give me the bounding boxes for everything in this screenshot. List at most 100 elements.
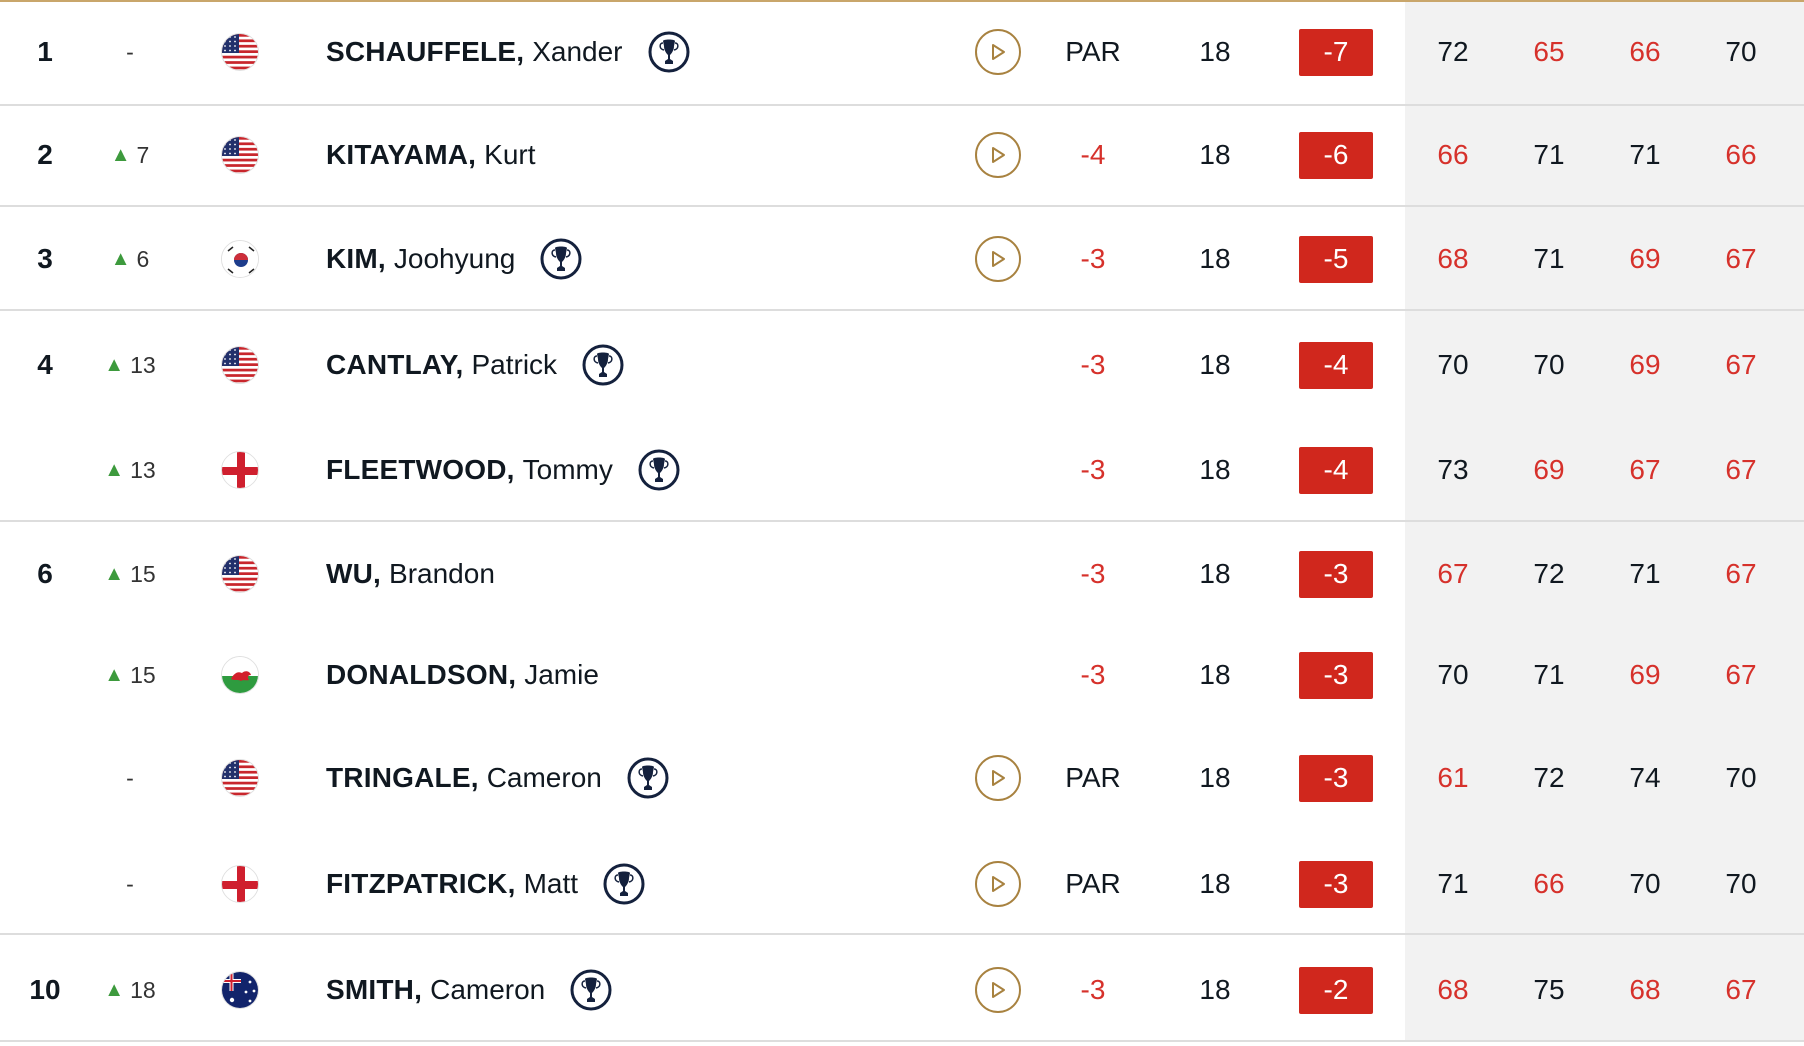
player-row[interactable]: - FITZPATRICK, Matt PAR 18 -3 71 66 70 70 <box>0 832 1804 936</box>
round-3-score: 70 <box>1629 868 1661 899</box>
claret-jug-icon <box>569 968 613 1012</box>
player-last-name[interactable]: FLEETWOOD, <box>326 454 515 485</box>
player-row[interactable]: 6 ▲ 15 WU, Brandon -3 18 -3 67 72 71 67 <box>0 522 1804 626</box>
player-first-name[interactable]: Cameron <box>486 762 602 793</box>
player-row[interactable]: 4 ▲ 13 CANTLAY, Patrick -3 18 -4 70 70 69 67 <box>0 313 1804 417</box>
play-icon[interactable] <box>975 236 1021 282</box>
round-3-score: 69 <box>1629 659 1661 690</box>
player-last-name[interactable]: FITZPATRICK, <box>326 868 516 899</box>
claret-jug-icon <box>626 756 670 800</box>
player-first-name[interactable]: Joohyung <box>393 243 516 274</box>
movement-value: 15 <box>130 661 156 688</box>
player-last-name[interactable]: WU, <box>326 558 382 589</box>
play-highlights-button[interactable] <box>970 938 1026 1042</box>
round-1-score: 61 <box>1437 762 1469 793</box>
play-highlights-button[interactable] <box>970 103 1026 207</box>
play-highlights-button[interactable] <box>970 0 1026 104</box>
today-score: PAR <box>1065 868 1121 899</box>
round-1-score: 71 <box>1437 868 1469 899</box>
today-score: -3 <box>1080 349 1106 380</box>
player-name[interactable]: FITZPATRICK, Matt <box>326 832 646 936</box>
player-last-name[interactable]: SCHAUFFELE, <box>326 36 525 67</box>
round-2-score: 65 <box>1533 36 1565 67</box>
round-4-score: 67 <box>1725 659 1757 690</box>
up-arrow-icon: ▲ <box>110 143 131 166</box>
player-last-name[interactable]: TRINGALE, <box>326 762 479 793</box>
player-first-name[interactable]: Brandon <box>389 558 495 589</box>
rounds-column-background <box>1405 2 1804 1042</box>
total-cell: -3 <box>1299 522 1373 626</box>
player-row[interactable]: 2 ▲ 7 KITAYAMA, Kurt -4 18 -6 66 71 71 66 <box>0 103 1804 207</box>
up-arrow-icon: ▲ <box>104 562 125 585</box>
play-icon[interactable] <box>975 755 1021 801</box>
round-4-score: 67 <box>1725 558 1757 589</box>
play-icon[interactable] <box>975 861 1021 907</box>
player-name[interactable]: KIM, Joohyung <box>326 207 583 311</box>
position-movement: ▲ 13 <box>100 418 160 522</box>
player-first-name[interactable]: Xander <box>532 36 623 67</box>
player-name[interactable]: CANTLAY, Patrick <box>326 313 625 417</box>
position <box>20 623 70 727</box>
round-4-score: 67 <box>1725 243 1757 274</box>
movement-value: 13 <box>130 351 156 378</box>
play-highlights-button[interactable] <box>970 207 1026 311</box>
player-name[interactable]: TRINGALE, Cameron <box>326 726 670 830</box>
play-highlights-button[interactable] <box>970 832 1026 936</box>
player-row[interactable]: - TRINGALE, Cameron PAR 18 -3 61 72 74 70 <box>0 726 1804 830</box>
player-row[interactable]: ▲ 15 DONALDSON, Jamie -3 18 -3 70 71 69 67 <box>0 623 1804 727</box>
total-cell: -5 <box>1299 207 1373 311</box>
player-row[interactable]: ▲ 13 FLEETWOOD, Tommy -3 18 -4 73 69 67 67 <box>0 418 1804 522</box>
round-3-score: 71 <box>1629 139 1661 170</box>
movement-value: - <box>126 870 134 897</box>
player-name[interactable]: WU, Brandon <box>326 522 495 626</box>
total-score: -5 <box>1299 235 1373 283</box>
total-score: -2 <box>1299 966 1373 1014</box>
player-first-name[interactable]: Jamie <box>524 659 599 690</box>
round-3-score: 71 <box>1629 558 1661 589</box>
player-last-name[interactable]: DONALDSON, <box>326 659 517 690</box>
position <box>20 726 70 830</box>
total-score: -3 <box>1299 754 1373 802</box>
total-cell: -4 <box>1299 313 1373 417</box>
player-name[interactable]: FLEETWOOD, Tommy <box>326 418 681 522</box>
movement-value: 13 <box>130 456 156 483</box>
player-last-name[interactable]: SMITH, <box>326 974 423 1005</box>
position-movement: ▲ 18 <box>100 938 160 1042</box>
play-icon[interactable] <box>975 29 1021 75</box>
flag-cell <box>218 103 262 207</box>
player-row[interactable]: 3 ▲ 6 KIM, Joohyung -3 18 -5 68 71 69 67 <box>0 207 1804 311</box>
today-score: PAR <box>1065 36 1121 67</box>
player-row[interactable]: 1 - SCHAUFFELE, Xander PAR 18 -7 72 65 66 70 <box>0 0 1804 104</box>
usa-flag-icon <box>221 136 259 174</box>
player-row[interactable]: 10 ▲ 18 SMITH, Cameron -3 18 -2 68 75 68 67 <box>0 938 1804 1042</box>
position-group <box>0 935 1804 1042</box>
movement-value: 7 <box>136 141 150 168</box>
player-name[interactable]: SCHAUFFELE, Xander <box>326 0 691 104</box>
england-flag-icon <box>221 451 259 489</box>
up-arrow-icon: ▲ <box>104 458 125 481</box>
thru-holes: 18 <box>1199 454 1231 485</box>
player-last-name[interactable]: KIM, <box>326 243 386 274</box>
player-name[interactable]: DONALDSON, Jamie <box>326 623 599 727</box>
player-first-name[interactable]: Tommy <box>522 454 613 485</box>
claret-jug-icon <box>637 448 681 492</box>
player-name[interactable]: SMITH, Cameron <box>326 938 613 1042</box>
player-first-name[interactable]: Cameron <box>430 974 546 1005</box>
position: 2 <box>37 139 53 170</box>
position-group <box>0 311 1804 522</box>
round-4-score: 67 <box>1725 349 1757 380</box>
round-4-score: 67 <box>1725 974 1757 1005</box>
player-first-name[interactable]: Matt <box>523 868 579 899</box>
play-icon[interactable] <box>975 967 1021 1013</box>
player-last-name[interactable]: KITAYAMA, <box>326 139 477 170</box>
round-2-score: 71 <box>1533 139 1565 170</box>
player-first-name[interactable]: Kurt <box>484 139 536 170</box>
player-last-name[interactable]: CANTLAY, <box>326 349 464 380</box>
total-cell: -3 <box>1299 832 1373 936</box>
play-highlights-button[interactable] <box>970 726 1026 830</box>
round-4-score: 67 <box>1725 454 1757 485</box>
player-first-name[interactable]: Patrick <box>471 349 558 380</box>
play-icon[interactable] <box>975 132 1021 178</box>
player-name[interactable]: KITAYAMA, Kurt <box>326 103 536 207</box>
round-2-score: 72 <box>1533 762 1565 793</box>
